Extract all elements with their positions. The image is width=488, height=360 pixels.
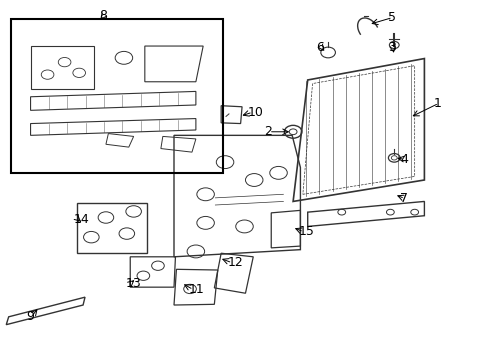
- Bar: [11, 19, 222, 173]
- Text: 2: 2: [264, 125, 271, 138]
- Text: 1: 1: [433, 97, 441, 110]
- Text: 7: 7: [399, 192, 407, 205]
- Text: 6: 6: [316, 41, 324, 54]
- Text: 8: 8: [99, 9, 106, 22]
- Text: 4: 4: [399, 153, 407, 166]
- Text: 12: 12: [227, 256, 243, 269]
- Text: 13: 13: [125, 277, 141, 290]
- Text: 9: 9: [27, 310, 35, 323]
- Text: 3: 3: [387, 41, 395, 54]
- Text: 15: 15: [298, 225, 314, 238]
- Text: 14: 14: [73, 213, 89, 226]
- Text: 5: 5: [387, 11, 395, 24]
- Text: 11: 11: [188, 283, 204, 296]
- Text: 10: 10: [247, 105, 263, 119]
